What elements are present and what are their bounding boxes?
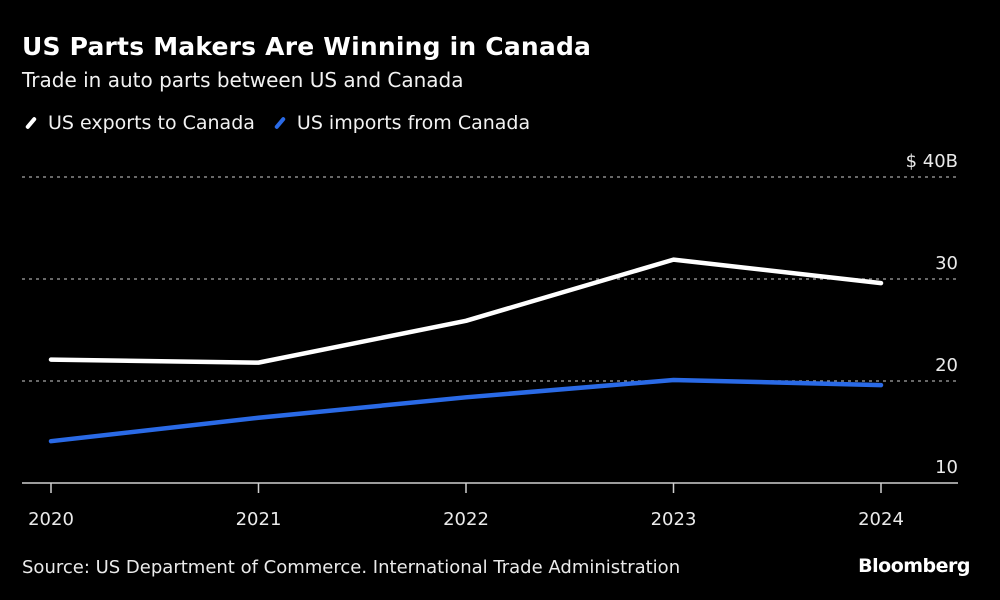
x-tick-label: 2021	[236, 509, 282, 530]
source-note: Source: US Department of Commerce. Inter…	[22, 557, 681, 578]
legend-label-exports: US exports to Canada	[48, 112, 255, 134]
series-layer	[48, 257, 884, 444]
legend: US exports to Canada US imports from Can…	[22, 112, 546, 134]
x-tick-label: 2023	[651, 509, 697, 530]
x-tick-label: 2020	[28, 509, 74, 530]
y-tick-label: 30	[935, 253, 958, 274]
bloomberg-logo: Bloomberg	[858, 555, 970, 577]
x-tick-label: 2024	[858, 509, 904, 530]
y-tick-label: 20	[935, 355, 958, 376]
legend-item-exports: US exports to Canada	[22, 112, 255, 134]
legend-label-imports: US imports from Canada	[296, 112, 531, 134]
series-line-exports	[48, 257, 884, 365]
y-tick-label: 10	[935, 457, 958, 478]
legend-item-imports: US imports from Canada	[271, 112, 530, 134]
x-axis: 2020 2021 2022 2023 2024	[22, 482, 958, 530]
series-line-imports	[48, 377, 884, 444]
y-tick-label: $ 40B	[906, 151, 958, 172]
chart-title: US Parts Makers Are Winning in Canada	[22, 32, 592, 61]
chart-subtitle: Trade in auto parts between US and Canad…	[22, 68, 464, 92]
x-tick-label: 2022	[443, 509, 489, 530]
